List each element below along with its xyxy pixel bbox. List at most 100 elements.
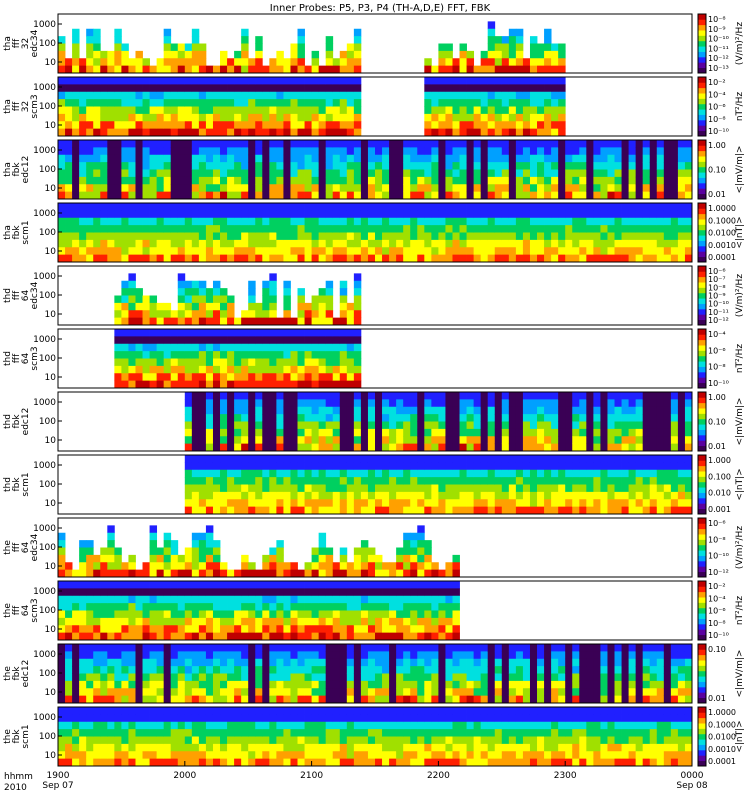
spectrogram-cell bbox=[367, 217, 376, 226]
spectrogram-cell bbox=[473, 399, 482, 408]
spectrogram-cell bbox=[431, 421, 439, 430]
spectrogram-cell bbox=[621, 443, 629, 452]
spectrogram-cell bbox=[501, 455, 510, 463]
spectrogram-cell bbox=[114, 65, 122, 74]
spectrogram-cell bbox=[276, 329, 284, 337]
spectrogram-cell bbox=[205, 288, 214, 296]
spectrogram-cell bbox=[149, 673, 158, 682]
colorbar-swatch bbox=[698, 571, 706, 578]
spectrogram-cell bbox=[156, 343, 165, 352]
spectrogram-cell bbox=[600, 232, 608, 241]
spectrogram-cell bbox=[445, 462, 453, 471]
spectrogram-cell bbox=[480, 414, 489, 422]
spectrogram-cell bbox=[403, 392, 411, 400]
spectrogram-cell bbox=[205, 380, 214, 389]
spectrogram-cell bbox=[121, 169, 129, 178]
spectrogram-cell bbox=[621, 184, 629, 193]
spectrogram-cell bbox=[191, 28, 200, 37]
spectrogram-cell bbox=[614, 484, 622, 493]
spectrogram-cell bbox=[311, 365, 320, 374]
spectrogram-cell bbox=[417, 210, 425, 219]
spectrogram-cell bbox=[649, 436, 658, 445]
spectrogram-cell bbox=[227, 581, 235, 589]
spectrogram-cell bbox=[501, 392, 510, 400]
spectrogram-cell bbox=[234, 154, 242, 163]
spectrogram-cell bbox=[494, 506, 503, 515]
spectrogram-cell bbox=[508, 217, 517, 226]
spectrogram-cell bbox=[558, 65, 566, 74]
spectrogram-cell bbox=[501, 428, 510, 437]
spectrogram-cell bbox=[494, 406, 503, 415]
spectrogram-cell bbox=[142, 603, 150, 611]
spectrogram-cell bbox=[339, 162, 348, 170]
spectrogram-cell bbox=[269, 232, 277, 241]
spectrogram-cell bbox=[452, 581, 460, 589]
spectrogram-cell bbox=[367, 462, 376, 471]
spectrogram-cell bbox=[227, 569, 235, 578]
spectrogram-cell bbox=[311, 247, 320, 256]
spectrogram-cell bbox=[262, 288, 270, 296]
spectrogram-cell bbox=[121, 184, 129, 193]
spectrogram-cell bbox=[473, 169, 482, 178]
spectrogram-cell bbox=[325, 469, 334, 478]
spectrogram-cell bbox=[290, 128, 298, 137]
spectrogram-cell bbox=[325, 58, 334, 67]
spectrogram-cell bbox=[494, 217, 503, 226]
spectrogram-cell bbox=[220, 595, 228, 604]
spectrogram-cell bbox=[677, 455, 686, 463]
spectrogram-cell bbox=[677, 140, 686, 148]
spectrogram-cell bbox=[205, 399, 214, 408]
spectrogram-cell bbox=[339, 477, 348, 485]
spectrogram-cell bbox=[276, 254, 284, 263]
spectrogram-cell bbox=[107, 176, 115, 185]
spectrogram-cell bbox=[198, 436, 207, 445]
spectrogram-cell bbox=[508, 147, 517, 156]
spectrogram-cell bbox=[593, 191, 601, 200]
spectrogram-cell bbox=[565, 176, 573, 185]
spectrogram-cell bbox=[283, 113, 291, 122]
spectrogram-cell bbox=[501, 506, 510, 515]
spectrogram-cell bbox=[135, 569, 143, 578]
spectrogram-cell bbox=[600, 154, 608, 163]
colorbar-swatch bbox=[698, 193, 706, 200]
spectrogram-cell bbox=[220, 140, 228, 148]
spectrogram-cell bbox=[431, 506, 439, 515]
spectrogram-cell bbox=[424, 91, 432, 100]
spectrogram-cell bbox=[241, 588, 249, 597]
spectrogram-cell bbox=[360, 169, 369, 178]
spectrogram-cell bbox=[212, 603, 221, 611]
spectrogram-cell bbox=[198, 91, 207, 100]
spectrogram-cell bbox=[396, 421, 404, 430]
spectrogram-cell bbox=[403, 421, 411, 430]
spectrogram-cell bbox=[417, 499, 425, 508]
spectrogram-cell bbox=[346, 603, 355, 611]
spectrogram-cell bbox=[459, 113, 467, 122]
spectrogram-cell bbox=[184, 421, 193, 430]
spectrogram-cell bbox=[677, 232, 686, 241]
spectrogram-cell bbox=[396, 484, 404, 493]
spectrogram-cell bbox=[684, 406, 693, 415]
spectrogram-cell bbox=[177, 581, 186, 589]
spectrogram-cell bbox=[100, 225, 108, 233]
spectrogram-cell bbox=[537, 43, 545, 52]
spectrogram-cell bbox=[417, 247, 425, 256]
spectrogram-cell bbox=[360, 625, 369, 634]
spectrogram-cell bbox=[480, 232, 489, 241]
spectrogram-cell bbox=[114, 176, 122, 185]
spectrogram-cell bbox=[72, 176, 80, 185]
spectrogram-cell bbox=[635, 217, 644, 226]
spectrogram-cell bbox=[234, 680, 242, 689]
spectrogram-cell bbox=[537, 99, 545, 107]
spectrogram-cell bbox=[135, 210, 143, 219]
colorbar-swatch bbox=[698, 314, 706, 321]
spectrogram-cell bbox=[318, 128, 327, 137]
colorbar-tick-label: 0.001 bbox=[708, 505, 731, 514]
spectrogram-cell bbox=[297, 436, 305, 445]
spectrogram-cell bbox=[529, 406, 538, 415]
spectrogram-cell bbox=[389, 436, 397, 445]
spectrogram-cell bbox=[529, 113, 538, 122]
y-tick-label: 1000 bbox=[33, 524, 56, 534]
spectrogram-cell bbox=[269, 302, 277, 311]
spectrogram-cell bbox=[262, 373, 270, 382]
spectrogram-cell bbox=[389, 184, 397, 193]
